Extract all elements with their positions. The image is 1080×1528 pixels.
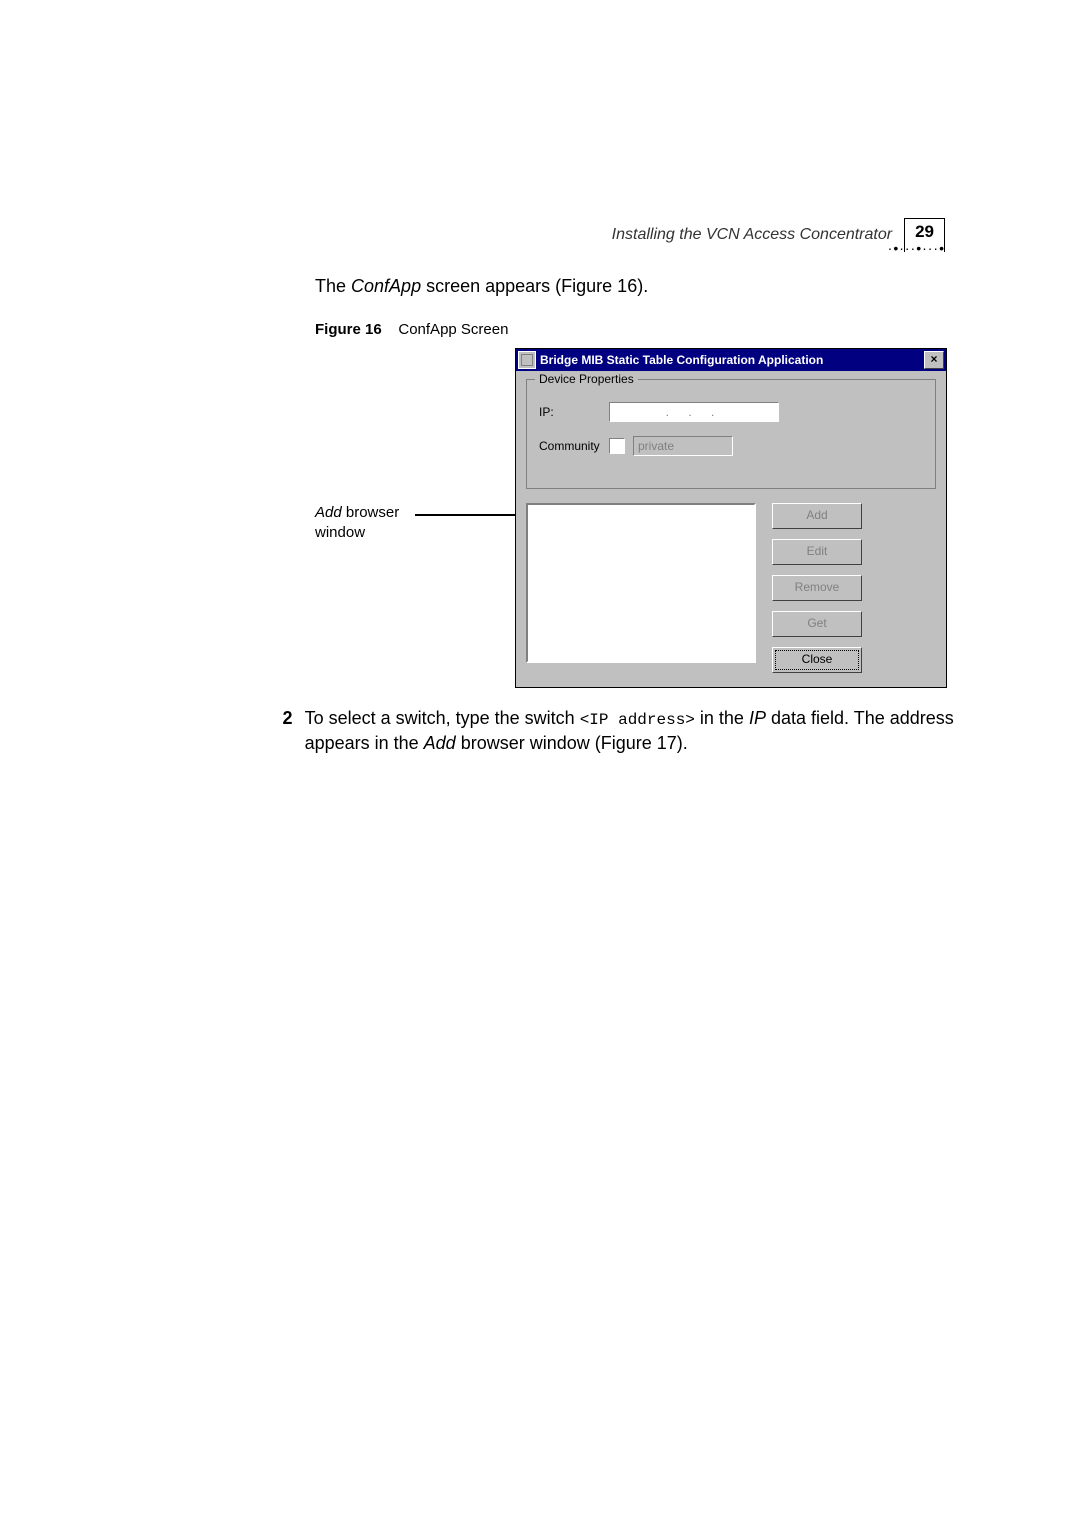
intro-suffix: screen appears (Figure 16). [421,276,648,296]
app-icon [518,351,536,369]
header-decoration-dots: ·•···•···• [888,240,945,256]
page: Installing the VCN Access Concentrator 2… [0,0,1080,1528]
community-input[interactable]: private [633,436,733,456]
step2-t1: To select a switch, type the switch [305,708,580,728]
running-header-text: Installing the VCN Access Concentrator [612,226,892,244]
figure-caption-title: ConfApp Screen [398,321,508,338]
titlebar: Bridge MIB Static Table Configuration Ap… [516,349,946,371]
button-column: Add Edit Remove Get Close [772,503,862,673]
figure-area: Add browser window Bridge MIB Static Tab… [315,348,955,688]
remove-button[interactable]: Remove [772,575,862,601]
step2-code: <IP address> [580,711,695,729]
figure-caption: Figure 16 ConfApp Screen [315,321,955,338]
ip-input[interactable]: . . . [609,402,779,422]
confapp-window: Bridge MIB Static Table Configuration Ap… [515,348,947,688]
edit-button[interactable]: Edit [772,539,862,565]
callout-window-word: window [315,524,365,541]
community-label: Community [539,439,609,453]
intro-prefix: The [315,276,351,296]
close-button[interactable]: Close [772,647,862,673]
step2-t4: browser window (Figure 17). [456,733,688,753]
intro-paragraph: The ConfApp screen appears (Figure 16). [315,276,955,297]
community-checkbox[interactable] [609,438,625,454]
figure-caption-label: Figure 16 [315,321,382,338]
step2-ip: IP [749,708,766,728]
step-2-number: 2 [275,706,293,757]
add-button[interactable]: Add [772,503,862,529]
device-properties-group: Device Properties IP: . . . Community pr… [526,379,936,489]
step-2-text: To select a switch, type the switch <IP … [305,706,955,757]
callout-add-word: Add [315,504,342,521]
lower-area: Add Edit Remove Get Close [526,503,936,673]
step-2: 2 To select a switch, type the switch <I… [315,706,955,757]
ip-label: IP: [539,405,609,419]
add-browser-listbox[interactable] [526,503,756,663]
page-body: The ConfApp screen appears (Figure 16). … [315,276,955,757]
window-title: Bridge MIB Static Table Configuration Ap… [540,353,924,367]
community-row: Community private [539,436,923,456]
step2-t2: in the [695,708,749,728]
step2-add: Add [424,733,456,753]
callout-browser-word: browser [342,504,400,521]
groupbox-legend: Device Properties [535,372,638,386]
page-header: Installing the VCN Access Concentrator 2… [0,218,945,252]
intro-appname: ConfApp [351,276,421,296]
ip-row: IP: . . . [539,402,923,422]
callout-label: Add browser window [315,503,399,542]
close-icon[interactable]: × [924,351,944,369]
client-area: Device Properties IP: . . . Community pr… [516,371,946,687]
get-button[interactable]: Get [772,611,862,637]
